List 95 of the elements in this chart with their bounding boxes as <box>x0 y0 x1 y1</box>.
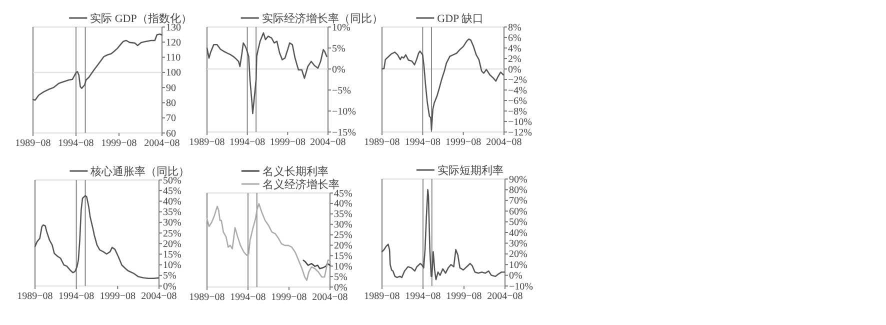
x-tick-label: 1999−08 <box>446 137 482 148</box>
y-tick-label: 5% <box>334 272 348 283</box>
x-tick-label: 1994−08 <box>230 137 266 148</box>
line-series <box>302 260 331 270</box>
y-tick-label: −15% <box>332 127 356 138</box>
y-tick-label: −2% <box>508 74 527 86</box>
y-tick-label: −8% <box>508 106 527 118</box>
y-tick-label: 70% <box>509 196 528 207</box>
y-tick-label: 50% <box>509 217 528 228</box>
x-tick-label: 1994−08 <box>58 291 94 302</box>
y-tick-label: 10% <box>334 261 352 272</box>
y-tick-label: 130 <box>166 22 181 34</box>
y-tick-label: 35% <box>163 207 182 218</box>
y-tick-label: 110 <box>166 52 181 64</box>
x-tick-label: 1989−08 <box>189 137 225 148</box>
y-tick-label: 30% <box>509 238 528 250</box>
line-series <box>381 38 504 131</box>
x-tick-label: 2004−08 <box>310 137 346 148</box>
x-tick-label: 1999−08 <box>100 291 136 302</box>
x-tick-label: 1994−08 <box>404 137 440 148</box>
y-tick-label: 10% <box>163 260 182 272</box>
y-tick-label: 40% <box>334 198 352 210</box>
y-tick-label: 45% <box>163 186 182 197</box>
y-tick-label: 60 <box>166 128 176 140</box>
y-tick-label: 60% <box>509 206 528 218</box>
y-tick-label: 90 <box>166 82 176 94</box>
x-tick-label: 2004−08 <box>141 291 177 302</box>
y-tick-label: 0% <box>334 282 348 294</box>
y-tick-label: 70 <box>166 113 176 124</box>
y-tick-label: 2% <box>508 54 522 65</box>
x-tick-label: 1989−08 <box>189 292 225 303</box>
legend-label: 实际经济增长率（同比） <box>262 12 383 25</box>
y-tick-label: 90% <box>509 174 528 186</box>
y-tick-label: 80 <box>166 98 176 110</box>
y-tick-label: 40% <box>509 228 528 239</box>
x-tick-label: 2004−08 <box>487 291 523 302</box>
y-tick-label: −5% <box>332 85 351 96</box>
legend-label: 实际 GDP（指数化） <box>90 12 192 25</box>
x-tick-label: 1989−08 <box>364 291 400 302</box>
line-series <box>381 189 505 280</box>
x-tick-label: 2004−08 <box>144 138 180 149</box>
y-tick-label: 120 <box>166 37 181 48</box>
y-tick-label: 20% <box>334 240 352 252</box>
y-tick-label: 10% <box>332 22 350 34</box>
y-tick-label: 6% <box>508 32 522 44</box>
y-tick-label: 80% <box>509 185 528 196</box>
x-tick-label: 1994−08 <box>230 292 266 303</box>
y-tick-label: 30% <box>334 220 352 231</box>
y-tick-label: 25% <box>163 228 182 240</box>
x-tick-label: 2004−08 <box>312 292 348 303</box>
y-tick-label: 4% <box>508 43 522 54</box>
y-tick-label: 5% <box>163 270 176 282</box>
line-series <box>32 33 163 101</box>
x-tick-label: 1989−08 <box>15 138 51 149</box>
y-tick-label: 0% <box>509 270 522 282</box>
legend-label: GDP 缺口 <box>437 12 484 25</box>
x-tick-label: 1999−08 <box>270 137 306 148</box>
y-tick-label: 0% <box>163 281 176 292</box>
y-tick-label: −12% <box>508 127 532 138</box>
y-tick-label: −4% <box>508 85 527 96</box>
x-tick-label: 1994−08 <box>58 138 94 149</box>
y-tick-label: 10% <box>509 260 528 271</box>
x-tick-label: 1989−08 <box>364 137 400 148</box>
y-tick-label: 20% <box>163 238 182 250</box>
y-tick-label: 45% <box>334 188 352 200</box>
y-tick-label: 8% <box>508 22 522 34</box>
x-tick-label: 1999−08 <box>271 292 307 303</box>
y-tick-label: 15% <box>334 250 352 262</box>
legend-label: 名义经济增长率 <box>262 178 340 191</box>
x-tick-label: 1999−08 <box>446 291 482 302</box>
line-series <box>206 32 328 114</box>
y-tick-label: 5% <box>332 43 346 54</box>
y-tick-label: 25% <box>334 230 352 242</box>
y-tick-label: 35% <box>334 209 352 220</box>
x-tick-label: 1999−08 <box>101 138 137 149</box>
line-series <box>206 203 331 281</box>
y-tick-label: −10% <box>509 281 533 292</box>
x-tick-label: 1989−08 <box>17 291 53 302</box>
y-tick-label: 0% <box>508 64 522 76</box>
y-tick-label: 50% <box>163 175 182 186</box>
y-tick-label: −10% <box>508 116 532 128</box>
y-tick-label: 40% <box>163 196 182 208</box>
y-tick-label: 30% <box>163 218 182 229</box>
y-tick-label: 100 <box>166 68 181 79</box>
y-tick-label: −6% <box>508 96 527 107</box>
y-tick-label: 0% <box>332 64 346 76</box>
y-tick-label: −10% <box>332 106 356 118</box>
y-tick-label: 20% <box>509 249 528 260</box>
y-tick-label: 15% <box>163 250 182 260</box>
legend-label: 名义长期利率 <box>262 165 328 178</box>
legend-label: 实际短期利率 <box>437 164 504 177</box>
legend-label: 核心通胀率（同比） <box>90 165 190 178</box>
x-tick-label: 2004−08 <box>486 137 522 148</box>
x-tick-label: 1994−08 <box>405 291 441 302</box>
line-series <box>34 195 159 280</box>
